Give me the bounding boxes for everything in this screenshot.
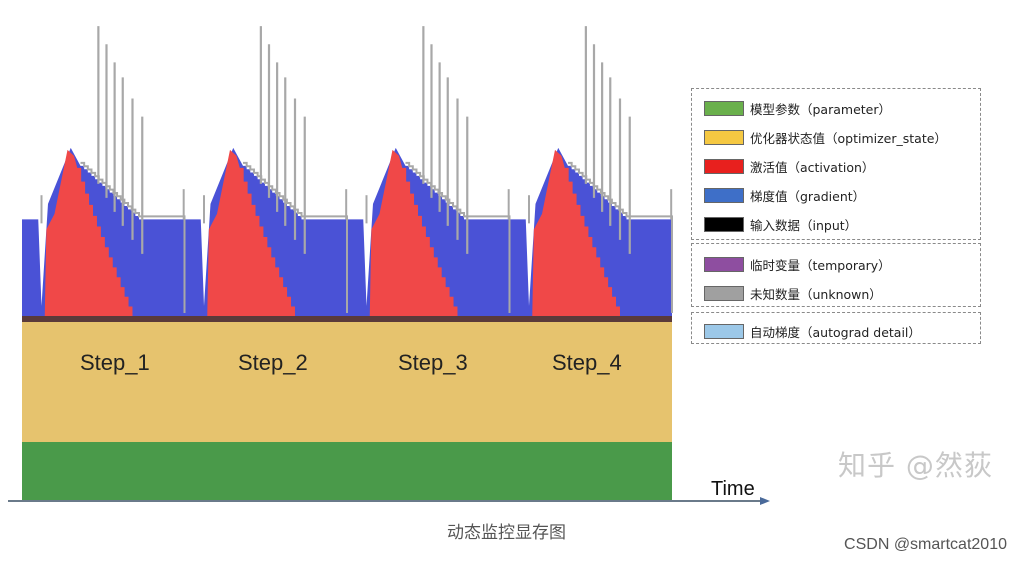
optimizer-state-layer bbox=[22, 322, 672, 442]
step-label-2: Step_2 bbox=[238, 350, 308, 375]
figure-caption: 动态监控显存图 bbox=[447, 523, 566, 543]
legend-label: 自动梯度（autograd detail） bbox=[750, 325, 921, 340]
watermark: 知乎 @然荻 bbox=[838, 449, 993, 482]
activation-area-step-3 bbox=[369, 149, 464, 316]
legend-swatch bbox=[704, 188, 744, 203]
unknown-noise-edge bbox=[243, 161, 348, 313]
step-label-1: Step_1 bbox=[80, 350, 150, 375]
legend-label: 未知数量（unknown） bbox=[750, 287, 882, 302]
step-label-4: Step_4 bbox=[552, 350, 622, 375]
legend-swatch bbox=[704, 324, 744, 339]
legend-swatch bbox=[704, 257, 744, 272]
legend-swatch bbox=[704, 217, 744, 232]
static-memory-layers bbox=[22, 316, 672, 500]
legend-group-temporary: 临时变量（temporary） 未知数量（unknown） bbox=[691, 243, 981, 307]
legend-label: 输入数据（input） bbox=[750, 218, 858, 233]
legend-swatch bbox=[704, 130, 744, 145]
credit-watermark: CSDN @smartcat2010 bbox=[844, 536, 1007, 553]
legend-label: 临时变量（temporary） bbox=[750, 258, 891, 273]
legend-item: 梯度值（gradient） bbox=[692, 181, 980, 210]
legend-label: 模型参数（parameter） bbox=[750, 102, 891, 117]
unknown-noise-edge bbox=[405, 161, 511, 313]
activation-area-step-2 bbox=[207, 149, 302, 316]
legend-label: 优化器状态值（optimizer_state） bbox=[750, 131, 947, 146]
legend-item: 临时变量（temporary） bbox=[692, 250, 980, 279]
unknown-spikes bbox=[40, 26, 673, 313]
activation-area-step-1 bbox=[44, 149, 139, 316]
legend-group-autograd: 自动梯度（autograd detail） bbox=[691, 312, 981, 344]
legend-item: 自动梯度（autograd detail） bbox=[692, 317, 980, 346]
unknown-noise-edge bbox=[568, 161, 673, 313]
legend-item: 输入数据（input） bbox=[692, 210, 980, 239]
time-axis-arrow bbox=[760, 497, 770, 505]
x-axis-label: Time bbox=[711, 478, 755, 500]
legend-item: 未知数量（unknown） bbox=[692, 279, 980, 308]
legend-label: 梯度值（gradient） bbox=[750, 189, 866, 204]
dynamic-memory-layers bbox=[22, 147, 672, 316]
activation-area-step-4 bbox=[532, 149, 627, 316]
legend-swatch bbox=[704, 286, 744, 301]
unknown-noise-edge bbox=[80, 161, 186, 313]
step-label-3: Step_3 bbox=[398, 350, 468, 375]
input-thin-layer bbox=[22, 316, 672, 322]
legend-item: 激活值（activation） bbox=[692, 152, 980, 181]
legend-label: 激活值（activation） bbox=[750, 160, 875, 175]
parameter-layer bbox=[22, 442, 672, 500]
legend-swatch bbox=[704, 101, 744, 116]
legend-swatch bbox=[704, 159, 744, 174]
legend-item: 模型参数（parameter） bbox=[692, 94, 980, 123]
legend-group-core: 模型参数（parameter） 优化器状态值（optimizer_state） 激活… bbox=[691, 88, 981, 240]
legend-item: 优化器状态值（optimizer_state） bbox=[692, 123, 980, 152]
